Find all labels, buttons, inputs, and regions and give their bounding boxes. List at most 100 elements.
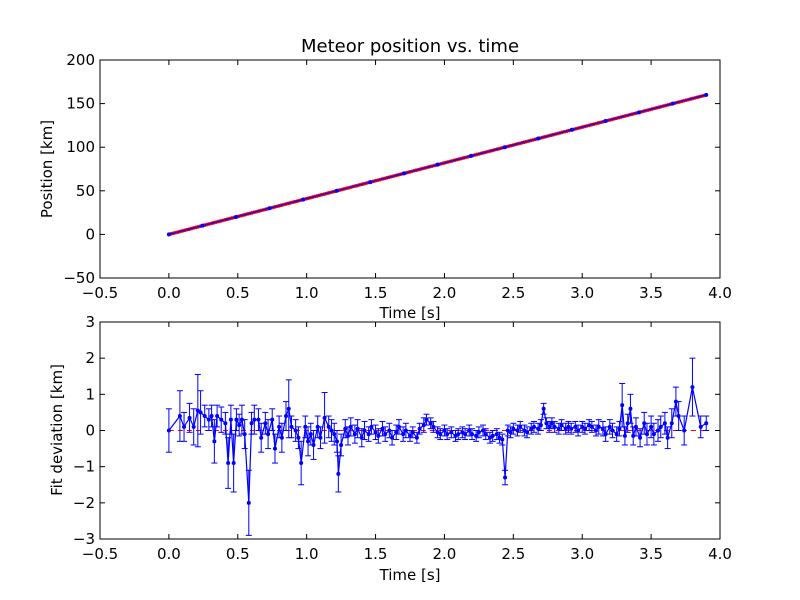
deviation-point — [366, 432, 371, 437]
deviation-point — [311, 442, 316, 447]
position-fit-marker — [267, 206, 272, 211]
position-fit-marker — [569, 127, 574, 132]
deviation-point — [541, 406, 546, 411]
deviation-point — [219, 417, 224, 422]
deviation-point — [246, 500, 251, 505]
deviation-point — [656, 428, 660, 433]
deviation-point — [396, 424, 401, 429]
deviation-point — [500, 437, 505, 442]
deviation-point — [600, 426, 605, 431]
deviation-point — [476, 430, 481, 435]
position-chart-xtick-label: 4.0 — [708, 284, 732, 302]
deviation-point — [394, 430, 399, 435]
deviation-point — [284, 414, 288, 419]
deviation-point — [644, 432, 649, 437]
deviation-point — [463, 432, 468, 437]
deviation-chart-xtick-label: 1.0 — [295, 545, 319, 563]
position-fit-marker — [603, 119, 608, 124]
deviation-point — [263, 421, 268, 426]
deviation-chart-xtick-label: 3.5 — [639, 545, 663, 563]
deviation-chart-xtick-label: 0.0 — [157, 545, 181, 563]
deviation-point — [376, 433, 381, 438]
position-chart-ylabel: Position [km] — [38, 120, 56, 218]
deviation-point — [620, 403, 625, 408]
deviation-point — [390, 435, 395, 440]
position-fit-marker — [166, 232, 171, 237]
deviation-point — [508, 430, 513, 435]
deviation-point — [569, 426, 574, 431]
deviation-point — [538, 423, 543, 428]
position-chart-title: Meteor position vs. time — [301, 36, 519, 57]
deviation-point — [256, 417, 261, 422]
deviation-point — [631, 433, 636, 438]
deviation-point — [467, 428, 472, 433]
deviation-chart-marks — [165, 357, 710, 536]
position-chart-ytick-label: −50 — [63, 269, 95, 287]
deviation-point — [617, 426, 622, 431]
position-chart-xtick-label: 2.0 — [433, 284, 457, 302]
deviation-point — [334, 439, 339, 444]
position-chart-xtick-label: 3.5 — [639, 284, 663, 302]
deviation-point — [642, 421, 647, 426]
deviation-point — [518, 424, 523, 429]
deviation-point — [299, 461, 304, 466]
deviation-point — [438, 432, 443, 437]
deviation-point — [628, 406, 633, 411]
deviation-point — [665, 435, 670, 440]
deviation-point — [424, 417, 429, 422]
position-chart-xlabel: Time [s] — [379, 304, 441, 322]
deviation-point — [303, 424, 308, 429]
deviation-point — [166, 428, 171, 433]
deviation-point — [202, 414, 207, 419]
deviation-point — [212, 439, 217, 444]
position-chart-xtick-label: 1.5 — [364, 284, 388, 302]
deviation-point — [249, 421, 254, 426]
position-chart-ytick-label: 150 — [66, 95, 95, 113]
position-chart: Meteor position vs. time −0.5 0.0 0.5 1.0 1.… — [38, 36, 732, 322]
deviation-point — [383, 432, 388, 437]
deviation-point — [234, 417, 239, 422]
position-chart-ytick-label: 200 — [66, 51, 95, 69]
deviation-point — [494, 432, 499, 437]
deviation-point — [369, 424, 374, 429]
deviation-chart-ytick-label: −1 — [73, 458, 95, 476]
deviation-point — [547, 424, 552, 429]
deviation-chart-ytick-label: 0 — [85, 422, 95, 440]
deviation-point — [277, 424, 282, 429]
deviation-chart-ytick-label: 3 — [85, 313, 95, 331]
position-fit-marker — [435, 162, 440, 167]
position-fit-marker — [234, 214, 239, 219]
deviation-point — [322, 415, 327, 420]
deviation-point — [228, 417, 233, 422]
deviation-point — [649, 424, 654, 429]
position-chart-ticks: −0.5 0.0 0.5 1.0 1.5 2.0 2.5 3.0 3.5 4.0 −50 0 50 100… — [63, 51, 732, 302]
deviation-point — [289, 424, 294, 429]
deviation-point — [339, 442, 344, 447]
deviation-point — [483, 432, 488, 437]
deviation-point — [279, 435, 284, 440]
deviation-chart-xtick-label: 0.5 — [226, 545, 250, 563]
deviation-point — [573, 424, 578, 429]
deviation-point — [552, 424, 557, 429]
deviation-point — [669, 421, 674, 426]
deviation-point — [490, 433, 495, 438]
deviation-point — [259, 435, 264, 440]
deviation-point — [306, 439, 311, 444]
deviation-point — [525, 430, 530, 435]
position-chart-ytick-label: 100 — [66, 138, 95, 156]
deviation-point — [252, 417, 257, 422]
deviation-point — [286, 406, 291, 411]
deviation-chart-xtick-label: 3.0 — [570, 545, 594, 563]
deviation-point — [318, 435, 323, 440]
position-fit-marker — [502, 145, 507, 150]
deviation-chart-xtick-label: 2.5 — [501, 545, 525, 563]
deviation-point — [410, 430, 415, 435]
position-fit-marker — [401, 171, 406, 176]
deviation-point — [638, 435, 643, 440]
deviation-point — [456, 432, 461, 437]
deviation-point — [373, 430, 378, 435]
deviation-point — [187, 415, 192, 420]
position-chart-xtick-label: 2.5 — [501, 284, 525, 302]
deviation-point — [352, 432, 357, 437]
